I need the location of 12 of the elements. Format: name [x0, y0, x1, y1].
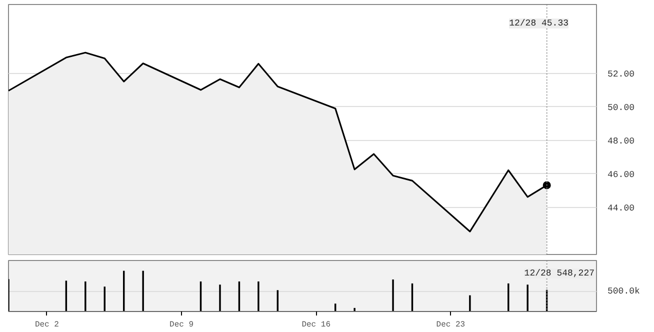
- x-tick-label: Dec 23: [436, 320, 466, 330]
- y-tick-label: 48.00: [608, 136, 635, 146]
- x-tick-label: Dec 16: [302, 320, 331, 330]
- annotation: 12/28 548,227: [524, 268, 595, 278]
- y-tick-label: 44.00: [608, 204, 635, 214]
- y-tick-label: 46.00: [608, 170, 635, 180]
- annotation: 12/28 45.33: [509, 18, 569, 28]
- x-tick-label: Dec 9: [170, 320, 194, 330]
- y-tick-label: 500.0k: [608, 286, 640, 297]
- y-tick-label: 52.00: [608, 69, 635, 80]
- x-tick-label: Dec 2: [34, 320, 60, 330]
- y-tick-label: 50.00: [608, 102, 635, 113]
